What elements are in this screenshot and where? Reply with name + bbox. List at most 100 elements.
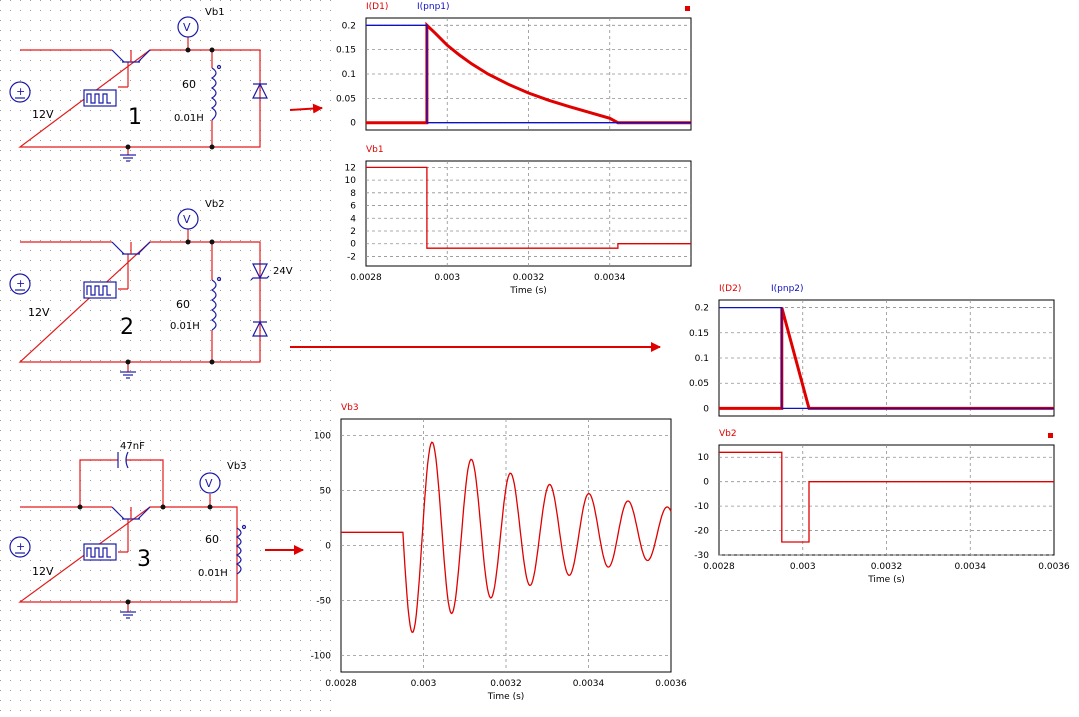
y-tick-label: 8 [350,189,356,199]
pnp-transistor-2 [111,241,151,255]
circuit-3: + 12V 47nF 3 V Vb3 60 0.01H [9,441,247,619]
annotation-arrows [265,103,661,555]
y-tick-label: 0.2 [342,21,356,31]
chart-5: -100 -50 0 50 100 0.0028 0.003 0.0032 0.0034 0.00… [311,403,687,702]
source-voltage-label-2: 12V [28,306,50,319]
pulse-generator-3 [83,543,117,561]
y-tick-label: -30 [694,551,709,561]
circuit-number-1: 1 [128,105,142,130]
y-tick-label: 10 [345,176,357,186]
legend-entry: Vb1 [366,145,384,155]
zener-diode-2 [250,263,270,281]
arrow-circuit-1-to-plot [289,103,323,114]
circuit-1-wires [18,37,261,148]
chart-3: 0 0.05 0.1 0.15 0.2 I(D2) I(pnp2) [689,284,1055,417]
inductor-value-1: 0.01H [174,113,204,124]
voltmeter-2: V [177,208,199,230]
series-line-2 [719,306,1054,410]
circuit-number-3: 3 [137,547,151,572]
y-tick-label: -20 [694,527,709,537]
legend-entry: Vb2 [719,429,737,439]
plot-marker [1048,433,1053,438]
y-tick-label: 0 [325,542,331,552]
y-tick-label: 0.05 [336,94,356,104]
capacitor-value: 47nF [120,441,145,452]
legend-entry: I(pnp1) [417,2,450,12]
legend-entry: I(D1) [366,2,388,12]
zener-voltage-label: 24V [273,266,293,277]
y-tick-label: 0.1 [695,354,709,364]
chart-2: -2 0 2 4 6 8 10 12 0.0028 0.003 0.0032 0.0034 Time (… [345,145,692,296]
pnp-transistor-1 [111,49,151,63]
y-tick-label: 0.05 [689,379,709,389]
meter-symbol-2: V [183,213,191,226]
y-tick-label: 0 [350,240,356,250]
legend-entry: Vb3 [341,403,359,413]
meter-symbol-3: V [205,477,213,490]
pulse-generator-2 [83,281,117,299]
x-tick-label: 0.003 [411,679,437,689]
inductor-1 [210,64,222,121]
y-tick-label: 0.2 [695,304,709,314]
y-tick-label: 50 [320,487,332,497]
dc-source-2: + [9,273,31,295]
chart-1: 0 0.05 0.1 0.15 0.2 I(D1) I(pnp1) [336,2,692,131]
diode-1 [252,82,268,99]
inductor-3 [235,524,247,575]
y-tick-label: 0 [350,119,356,129]
series-line-1 [719,451,1054,543]
y-tick-label: 6 [350,202,356,212]
y-tick-label: 0.15 [336,46,356,56]
x-axis-label: Time (s) [487,692,525,702]
series-line-2 [366,24,691,124]
x-tick-label: 0.0032 [490,679,522,689]
y-tick-label: -10 [694,502,709,512]
y-tick-label: 2 [350,227,356,237]
svg-text:+: + [16,277,25,290]
y-tick-label: 100 [314,432,331,442]
x-tick-label: 0.003 [434,273,460,283]
circuit-3-wires [18,459,238,603]
inductor-2 [210,276,222,331]
circuit-2-wires [18,229,261,363]
pnp-transistor-3 [111,506,151,520]
y-tick-label: 0 [703,478,709,488]
ground-3 [120,602,136,619]
x-tick-label: 0.0028 [350,273,382,283]
legend-entry: I(pnp2) [771,284,804,294]
x-tick-label: 0.0036 [655,679,687,689]
series-line-1 [341,441,672,634]
x-axis-label: Time (s) [509,286,547,296]
x-tick-label: 0.0028 [703,562,735,572]
y-tick-label: -100 [311,652,332,662]
x-tick-label: 0.0032 [871,562,903,572]
circuit-number-2: 2 [120,315,134,340]
schematic-grid [0,0,340,713]
x-tick-label: 0.003 [790,562,816,572]
dc-source-3: + [9,536,31,558]
probe-label-vb3: Vb3 [227,461,247,472]
source-voltage-label-3: 12V [32,565,54,578]
inductor-value-3: 0.01H [198,568,228,579]
voltmeter-1: V [177,16,199,38]
y-tick-label: 4 [350,214,356,224]
probe-label-vb1: Vb1 [205,7,225,18]
x-tick-label: 0.0032 [513,273,545,283]
y-tick-label: -2 [347,252,356,262]
pulse-generator-1 [83,89,117,107]
x-tick-label: 0.0034 [955,562,987,572]
y-tick-label: 12 [345,163,356,173]
legend-entry: I(D2) [719,284,741,294]
y-tick-label: 10 [698,453,710,463]
waveform-plots: 00.050.10.150.2I(D1) I(pnp1)-20246810120.… [311,2,1070,702]
resistor-value-2: 60 [176,298,190,311]
x-axis-label: Time (s) [867,575,905,585]
dc-source-1: + [9,81,31,103]
probe-label-vb2: Vb2 [205,199,225,210]
resistor-value-1: 60 [182,78,196,91]
y-tick-label: -50 [316,597,331,607]
inductor-value-2: 0.01H [170,321,200,332]
diode-2 [252,320,268,337]
series-line-1 [366,21,691,125]
